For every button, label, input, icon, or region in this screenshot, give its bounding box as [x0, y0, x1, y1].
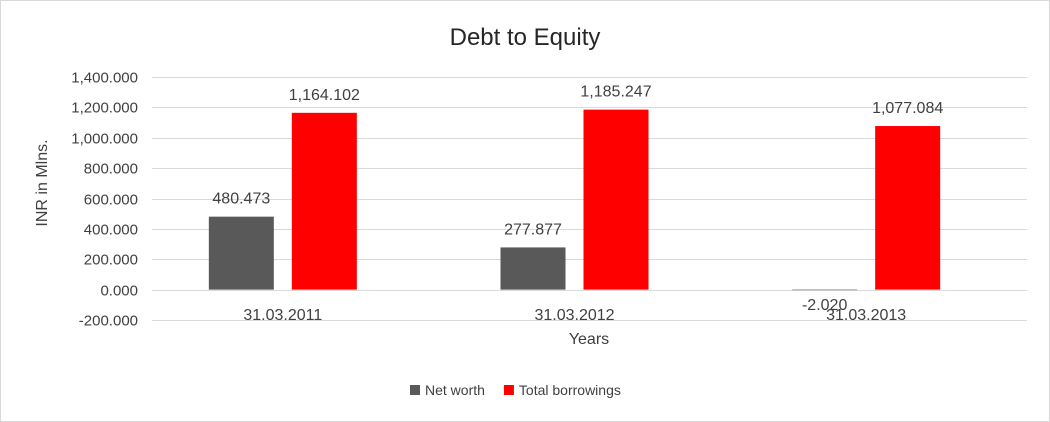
y-axis-label: INR in Mlns.	[34, 139, 51, 226]
y-tick-label: 800.000	[84, 161, 138, 178]
data-label: 1,164.102	[289, 87, 360, 104]
y-tick-label: 1,000.000	[71, 131, 138, 148]
x-axis-ticks: 31.03.2011 31.03.2012 31.03.2013	[243, 307, 906, 324]
bar-net-worth	[500, 247, 566, 290]
x-tick-label: 31.03.2012	[534, 307, 614, 324]
legend-swatch	[410, 385, 420, 395]
y-tick-label: 0.000	[100, 283, 138, 300]
y-tick-label: 600.000	[84, 192, 138, 209]
y-tick-label: 400.000	[84, 222, 138, 239]
data-label: 480.473	[212, 191, 270, 208]
y-tick-label: 200.000	[84, 252, 138, 269]
x-tick-label: 31.03.2013	[826, 307, 906, 324]
data-label: 1,077.084	[872, 100, 943, 117]
bar-net-worth	[208, 216, 274, 290]
y-tick-label: -200.000	[79, 313, 138, 330]
data-label: 277.877	[504, 221, 562, 238]
chart-title: Debt to Equity	[450, 24, 601, 51]
bar-total-borrowings	[875, 126, 941, 290]
bars: 480.473 1,164.102 277.877 1,185.247 -2.020 1,…	[208, 84, 943, 314]
bar-total-borrowings	[291, 112, 357, 290]
legend: Net worth Total borrowings	[410, 382, 621, 398]
data-label: 1,185.247	[580, 84, 651, 101]
bar-net-worth	[792, 289, 858, 291]
bar-total-borrowings	[583, 109, 649, 290]
legend-label: Net worth	[425, 382, 485, 398]
y-tick-label: 1,400.000	[71, 70, 138, 87]
legend-swatch	[503, 385, 514, 395]
y-axis-ticks: -200.000 0.000 200.000 400.000 600.000 800.00…	[71, 70, 138, 330]
data-label: -2.020	[802, 297, 847, 314]
x-axis-label: Years	[569, 331, 609, 348]
x-tick-label: 31.03.2011	[243, 307, 322, 324]
y-tick-label: 1,200.000	[71, 100, 138, 117]
legend-label: Total borrowings	[519, 382, 621, 398]
